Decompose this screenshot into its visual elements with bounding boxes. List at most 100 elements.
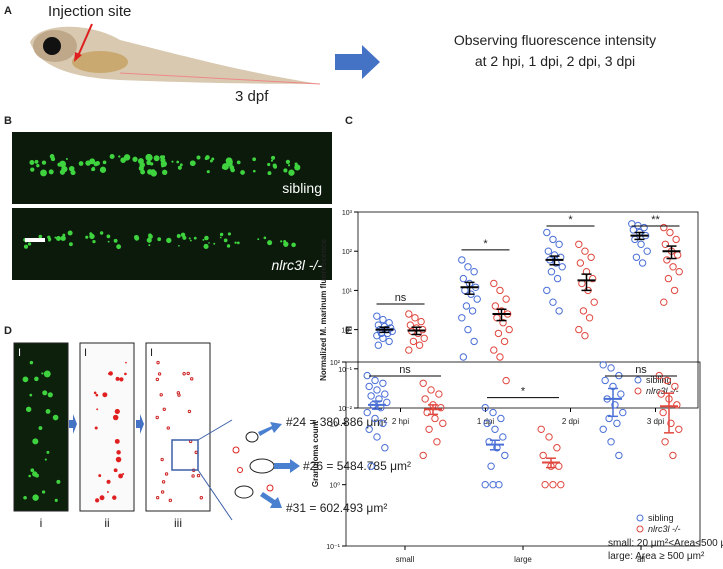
spot (102, 392, 108, 398)
area-label: #31 = 602.493 μm² (286, 501, 387, 515)
spot (116, 450, 121, 455)
spot (118, 473, 123, 479)
spot (236, 241, 240, 245)
spot (202, 238, 205, 241)
spot (115, 456, 122, 463)
data-point (379, 379, 387, 387)
data-point (420, 334, 428, 342)
data-point (545, 433, 553, 441)
legend-marker (636, 514, 644, 522)
arrow (335, 45, 380, 79)
sub-label: i (40, 516, 43, 530)
y-tick-label: 10⁻¹ (338, 367, 352, 374)
spot (213, 242, 216, 245)
spot (30, 167, 35, 172)
data-point (675, 425, 683, 433)
data-point (494, 329, 503, 338)
spot (271, 155, 276, 160)
data-point (613, 419, 621, 428)
data-point (490, 279, 498, 288)
panel-letter: B (4, 115, 12, 127)
data-point (388, 327, 396, 336)
data-point (373, 433, 381, 441)
data-point (458, 256, 466, 264)
spot (106, 491, 109, 493)
zoom-line (197, 469, 233, 521)
arrow-head (74, 52, 82, 62)
data-point (585, 314, 594, 322)
spot (115, 376, 120, 381)
spot (42, 390, 48, 396)
text: at 2 hpi, 1 dpi, 2 dpi, 3 dpi (475, 53, 635, 69)
spot (145, 153, 153, 161)
data-point (657, 390, 665, 398)
data-point (496, 353, 504, 361)
data-point (672, 235, 680, 244)
spot (186, 371, 190, 376)
data-point (381, 444, 389, 452)
data-point (496, 286, 504, 295)
spot (187, 409, 192, 414)
x-tick-label: 2 hpi (392, 417, 410, 426)
data-point (425, 425, 433, 433)
data-point (417, 317, 425, 326)
zoom-box (171, 439, 199, 471)
spot (49, 171, 54, 175)
data-point (663, 256, 671, 264)
data-point (670, 286, 679, 295)
data-point (405, 310, 413, 318)
spot (204, 235, 209, 241)
data-point (544, 247, 553, 255)
data-point (435, 390, 443, 398)
x-tick-label: all (637, 555, 645, 564)
spot (89, 233, 95, 240)
significance: ** (651, 214, 660, 226)
spot (98, 474, 102, 477)
data-point (557, 480, 565, 489)
spot (155, 415, 159, 420)
y-tick-label: 10² (342, 249, 353, 256)
spot (219, 236, 222, 239)
spot (92, 239, 96, 244)
spot (124, 372, 127, 376)
data-point (539, 451, 547, 460)
spot (22, 376, 29, 383)
spot (48, 238, 51, 242)
spot (60, 235, 66, 241)
data-point (547, 267, 556, 276)
data-point (575, 325, 583, 334)
arrows (258, 422, 300, 508)
spot (95, 393, 99, 397)
arrow (136, 414, 144, 434)
spot (140, 169, 146, 175)
data-point (607, 364, 615, 372)
spot (70, 170, 76, 176)
spot (191, 474, 195, 478)
panel-letter: D (4, 325, 12, 337)
marker: I (84, 347, 87, 359)
data-point (371, 414, 379, 423)
area-label: #26 = 5484.785 μm² (303, 459, 411, 473)
data-point (470, 267, 478, 276)
data-point (617, 390, 625, 398)
spot (61, 165, 68, 173)
data-point (374, 341, 383, 349)
marker: I (18, 347, 21, 359)
spot (109, 154, 115, 160)
panel-letter: C (345, 115, 353, 127)
spot (38, 426, 43, 430)
spot (41, 372, 44, 375)
spot (106, 234, 111, 239)
data-point (415, 341, 424, 349)
note: small: 20 μm²<Area<500 μm² (608, 538, 723, 549)
spot (99, 495, 105, 501)
spot (166, 426, 170, 430)
data-point (671, 382, 679, 391)
data-point (659, 408, 667, 417)
data-point (458, 314, 466, 322)
micrograph (12, 208, 332, 280)
data-point (464, 263, 472, 271)
spot (55, 236, 61, 241)
spot (182, 372, 186, 376)
data-point (373, 312, 381, 320)
